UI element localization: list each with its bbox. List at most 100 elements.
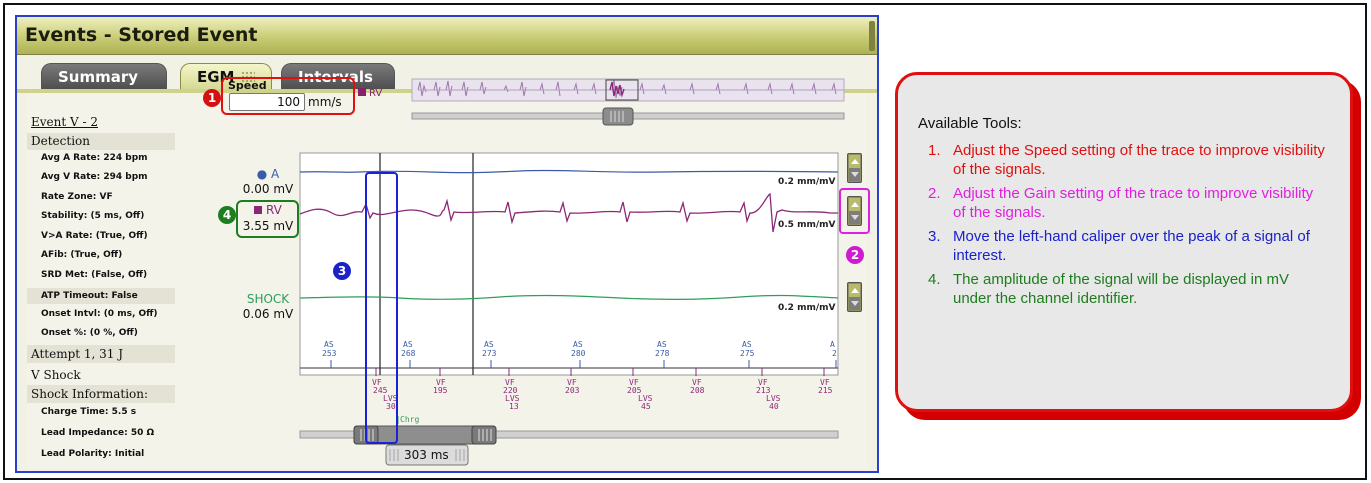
channel-shock-scale: 0.2 mm/mV (778, 303, 836, 313)
detection-item: Rate Zone: VF (41, 192, 113, 202)
ventricular-value: 220 (503, 386, 518, 395)
atrial-label: AS (403, 340, 413, 349)
speed-unit: mm/s (308, 95, 342, 109)
atrial-label: A (830, 340, 835, 349)
shock-item: Lead Impedance: 50 Ω (41, 428, 155, 438)
speed-label: Speed (228, 79, 267, 92)
ventricular-label: VF (436, 378, 446, 387)
channel-rv-amplitude: 3.55 mV (242, 219, 294, 233)
ventricular-label: VF (505, 378, 515, 387)
ventricular-extra: LVS (383, 394, 398, 403)
detection-item: Onset %: (0 %, Off) (41, 328, 138, 338)
atrial-value: 280 (571, 349, 586, 358)
callout-badge-speed: 1 (203, 89, 221, 107)
gain-up-icon[interactable] (849, 155, 860, 168)
gain-highlight (839, 188, 870, 234)
atrial-value: 2 (832, 349, 837, 358)
attempt-row: Attempt 1, 31 J (27, 345, 175, 363)
tool-item-speed: 1. Adjust the Speed setting of the trace … (928, 141, 1328, 179)
ventricular-value: 245 (373, 386, 388, 395)
speed-input[interactable]: 100 (229, 93, 305, 111)
right-caliper-handle[interactable] (471, 425, 497, 445)
trace-area (299, 152, 839, 376)
shock-heading: Shock Information: (27, 385, 175, 403)
ventricular-extra-value: 13 (509, 402, 519, 411)
ventricular-value: 203 (565, 386, 580, 395)
tab-summary[interactable]: Summary (41, 63, 167, 101)
channel-shock-trace (299, 294, 839, 300)
gain-down-icon[interactable] (849, 297, 860, 310)
ventricular-label: VF (372, 378, 382, 387)
ventricular-label: VF (692, 378, 702, 387)
ventricular-value: 208 (690, 386, 705, 395)
tool-item-amplitude: 4. The amplitude of the signal will be di… (928, 270, 1328, 308)
atrial-label: AS (573, 340, 583, 349)
channel-a-amplitude: 0.00 mV (242, 182, 294, 196)
tool-text: Move the left-hand caliper over the peak… (953, 228, 1310, 264)
ventricular-extra-value: 45 (641, 402, 651, 411)
detection-item: ATP Timeout: False (27, 288, 175, 304)
event-title: Event V - 2 (31, 115, 98, 129)
atrial-markers (330, 360, 837, 368)
atrial-value: 278 (655, 349, 670, 358)
tool-number: 4. (928, 271, 941, 288)
rv-color-swatch (358, 88, 366, 96)
atrial-label: AS (484, 340, 494, 349)
channel-rv-label: RV (265, 203, 282, 217)
shock-type: V Shock (31, 368, 81, 382)
channel-a-name: ● A (240, 167, 296, 181)
overview-window-trace (609, 81, 625, 98)
gain-up-icon[interactable] (849, 198, 860, 211)
atrial-label: AS (742, 340, 752, 349)
amplitude-highlight (236, 200, 299, 238)
ventricular-value: 213 (756, 386, 771, 395)
ventricular-markers (375, 368, 825, 376)
atrial-label: AS (324, 340, 334, 349)
gain-a-button[interactable] (847, 153, 862, 183)
tool-number: 2. (928, 185, 941, 202)
tool-text: Adjust the Speed setting of the trace to… (953, 142, 1325, 178)
tool-text: Adjust the Gain setting of the trace to … (953, 185, 1314, 221)
ventricular-label: VF (820, 378, 830, 387)
channel-rv-scale: 0.5 mm/mV (778, 220, 836, 230)
overview-window (605, 79, 639, 101)
channel-shock-name: SHOCK (246, 292, 290, 306)
ventricular-value: 195 (433, 386, 448, 395)
detection-item: Avg A Rate: 224 bpm (41, 153, 148, 163)
ventricular-extra: LVS (638, 394, 653, 403)
tool-number: 3. (928, 228, 941, 245)
ventricular-extra: LVS (766, 394, 781, 403)
gain-rv-button[interactable] (847, 196, 862, 226)
overview-thumb-grip (610, 111, 624, 122)
atrial-labels: AS 253 AS 268 AS 273 AS 280 AS 278 AS 27… (322, 340, 837, 358)
gain-down-icon[interactable] (849, 211, 860, 224)
atrial-value: 253 (322, 349, 337, 358)
caliper-track[interactable] (299, 430, 839, 439)
overview-legend-label: RV (369, 88, 383, 99)
shock-item: Lead Polarity: Initial (41, 449, 145, 459)
caliper-interval-box (385, 444, 469, 466)
channel-a-scale: 0.2 mm/mV (778, 177, 836, 187)
right-handle-grip (478, 429, 492, 441)
tool-item-caliper: 3. Move the left-hand caliper over the pe… (928, 227, 1328, 265)
detection-item: V>A Rate: (True, Off) (41, 231, 148, 241)
gain-down-icon[interactable] (849, 168, 860, 181)
tool-item-gain: 2. Adjust the Gain setting of the trace t… (928, 184, 1328, 222)
gain-shock-button[interactable] (847, 282, 862, 312)
overview-scroll-thumb[interactable] (602, 107, 634, 126)
channel-rv-name: RV (240, 203, 296, 217)
tool-text: The amplitude of the signal will be disp… (953, 271, 1290, 307)
channel-a-dot-icon: ● (256, 167, 268, 181)
ventricular-extra: LVS (505, 394, 520, 403)
channel-a-label: A (271, 167, 280, 181)
ventricular-labels: VF 245 LVS 30 VF 195 VF 220 LVS 13 VF 20… (372, 378, 833, 411)
callout-badge-gain: 2 (846, 246, 864, 264)
charge-label: Chrg (400, 415, 419, 424)
tools-title: Available Tools: (918, 115, 1022, 132)
atrial-label: AS (657, 340, 667, 349)
gain-up-icon[interactable] (849, 284, 860, 297)
caliper-highlight (365, 172, 398, 444)
atrial-value: 275 (740, 349, 755, 358)
channel-rv-trace (299, 192, 838, 233)
